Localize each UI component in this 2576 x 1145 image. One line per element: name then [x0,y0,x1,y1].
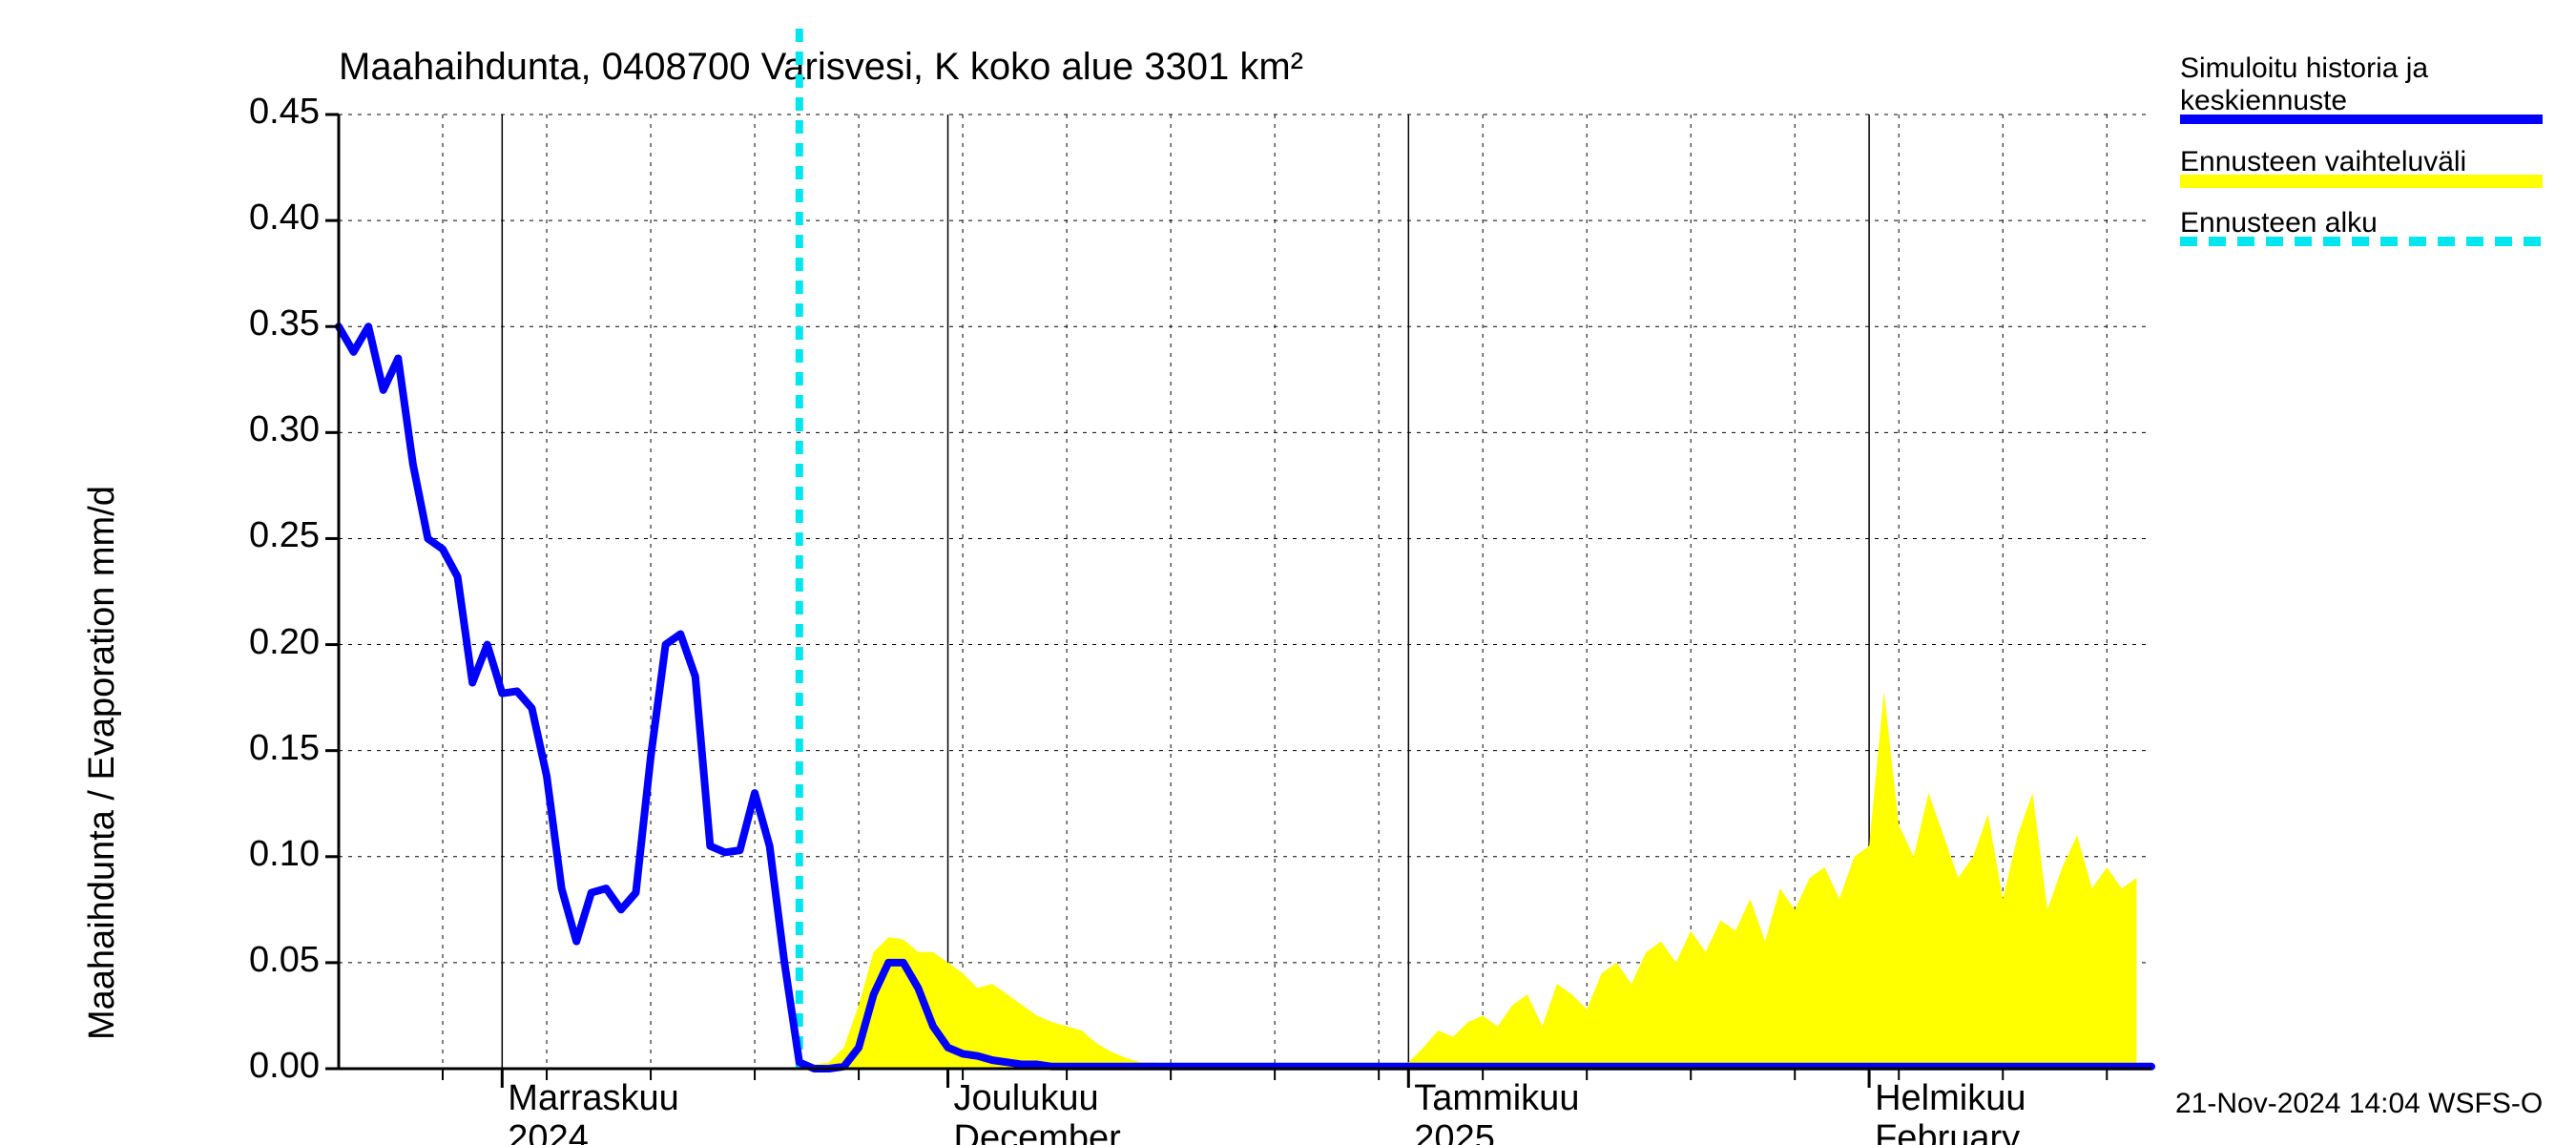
x-tick-label-sub: 2025 [1414,1118,1495,1145]
legend-label: keskiennuste [2180,85,2347,117]
y-tick-label: 0.05 [215,940,320,981]
y-tick-label: 0.40 [215,198,320,239]
x-tick-label-month: Helmikuu [1875,1078,2025,1119]
chart-container: Maahaihdunta, 0408700 Varisvesi, K koko … [0,0,2576,1145]
legend-label: Ennusteen alku [2180,207,2378,239]
y-tick-label: 0.00 [215,1046,320,1087]
x-tick-label-sub: 2024 [508,1118,589,1145]
x-tick-label-month: Marraskuu [508,1078,679,1119]
footer-timestamp: 21-Nov-2024 14:04 WSFS-O [2175,1088,2543,1120]
y-tick-label: 0.35 [215,303,320,344]
y-tick-label: 0.45 [215,92,320,133]
x-tick-label-sub: February [1875,1118,2020,1145]
y-tick-label: 0.25 [215,515,320,556]
y-tick-label: 0.10 [215,834,320,875]
x-tick-label-month: Tammikuu [1414,1078,1579,1119]
y-tick-label: 0.30 [215,409,320,450]
legend-label: Simuloitu historia ja [2180,52,2428,85]
y-tick-label: 0.20 [215,622,320,663]
legend-label: Ennusteen vaihteluväli [2180,146,2466,178]
y-tick-label: 0.15 [215,728,320,769]
x-tick-label-month: Joulukuu [954,1078,1099,1119]
x-tick-label-sub: December [954,1118,1121,1145]
